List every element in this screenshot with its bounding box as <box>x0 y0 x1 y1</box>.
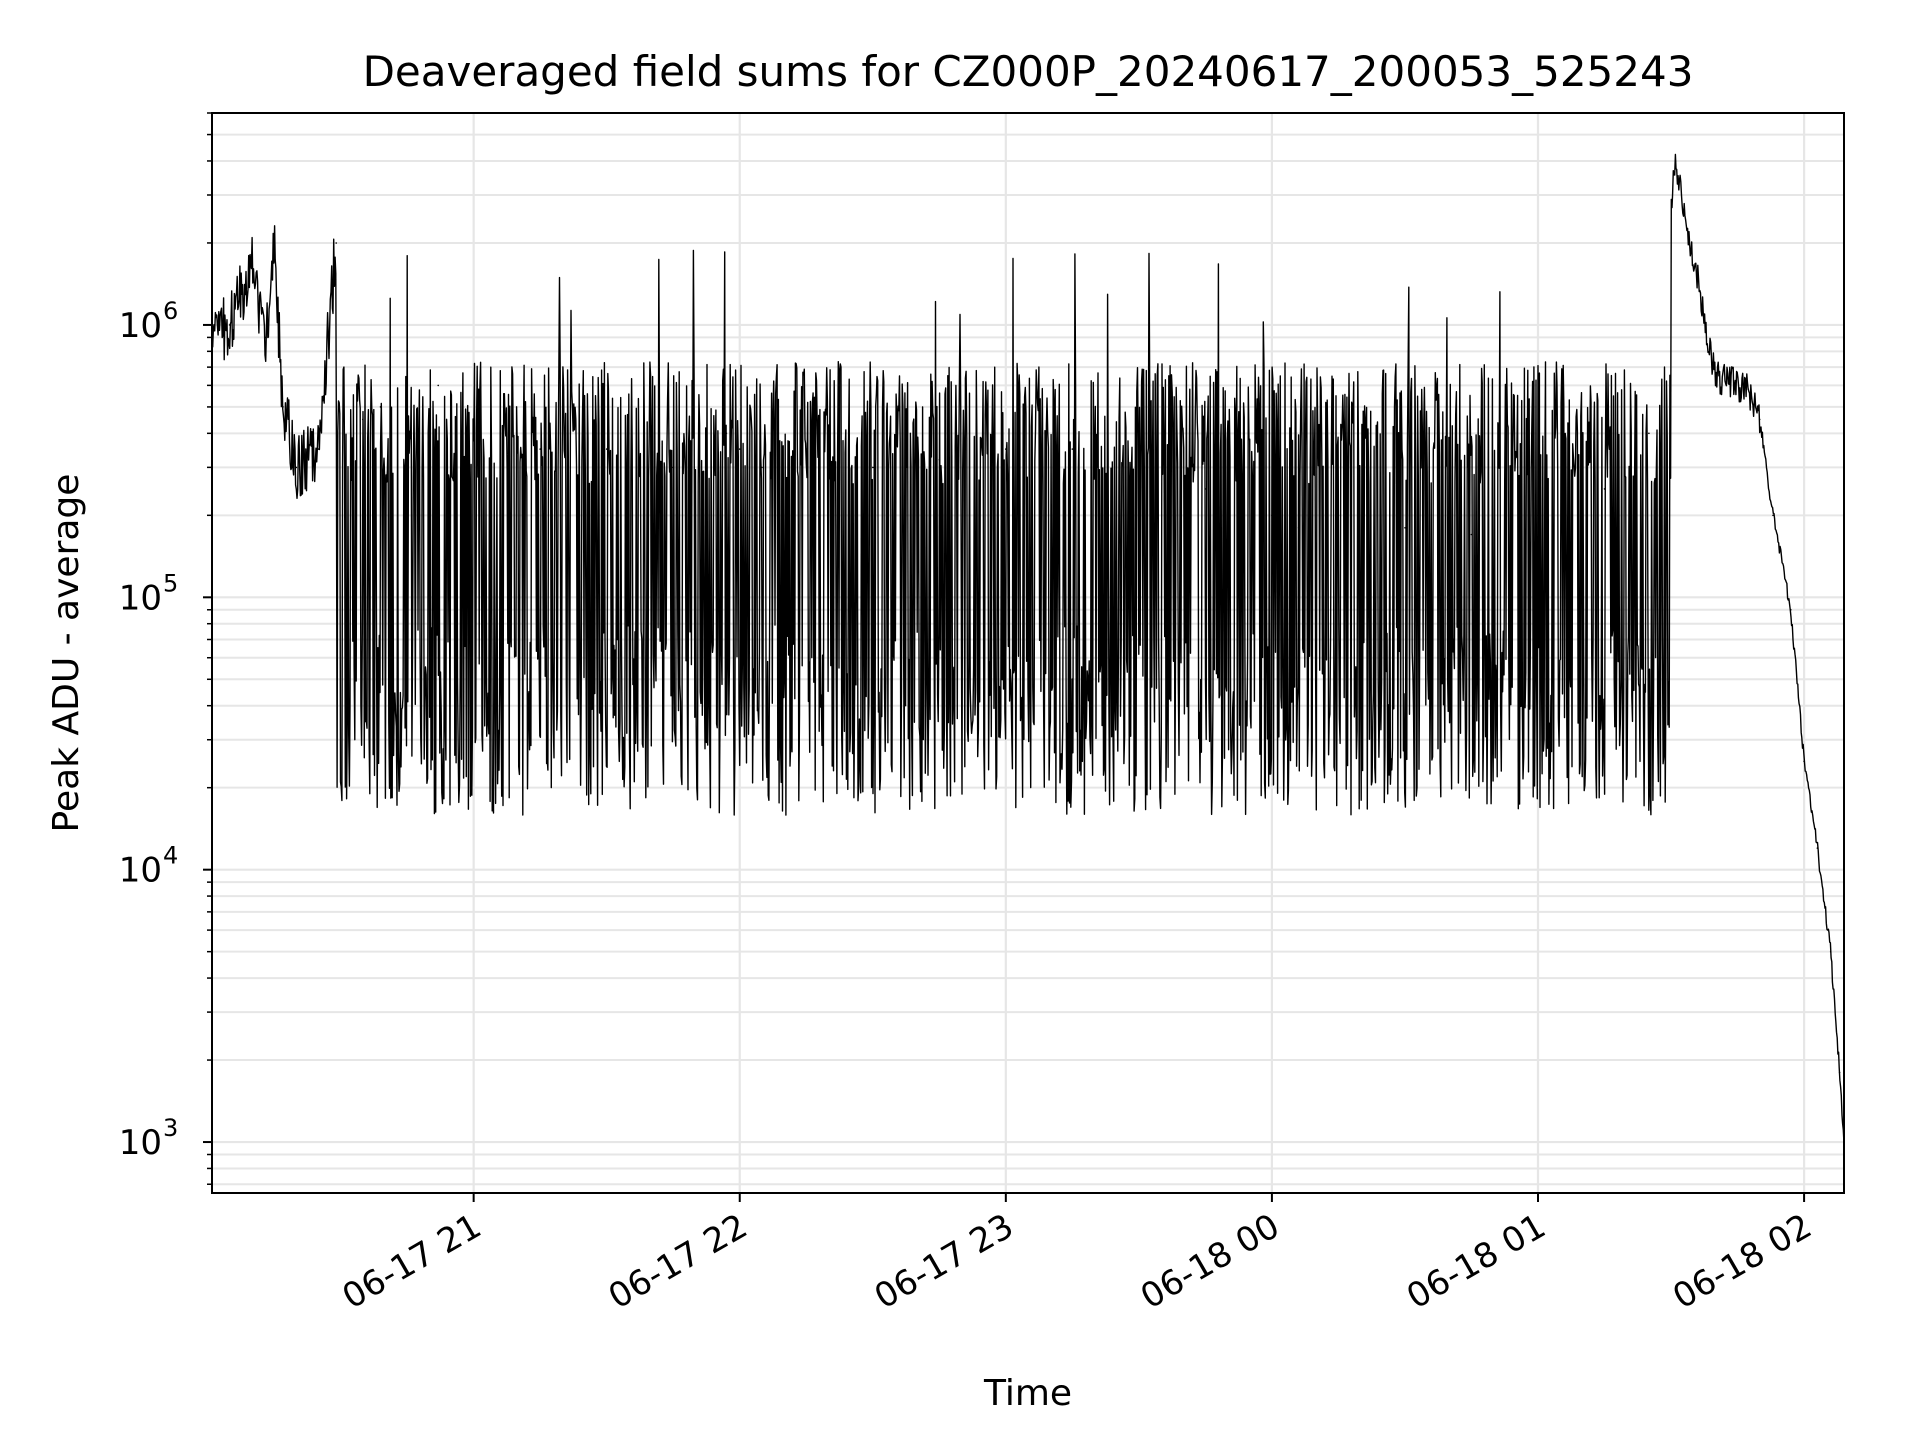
series-point <box>1758 418 1761 421</box>
series-point <box>406 406 408 408</box>
series-point <box>1005 448 1007 450</box>
series-point <box>228 324 231 326</box>
series-point <box>1603 488 1606 490</box>
y-tick-label: 10 <box>119 851 162 891</box>
series-point <box>1537 514 1539 517</box>
series-point <box>437 384 440 387</box>
series-point <box>1829 950 1832 953</box>
series-point <box>264 336 267 339</box>
series-point <box>1714 375 1717 377</box>
series-line <box>211 153 1845 1144</box>
series-point <box>1470 533 1473 536</box>
series-point <box>1297 527 1300 529</box>
series-point <box>335 242 338 244</box>
series-point <box>1803 760 1805 763</box>
series-point <box>1838 1071 1841 1074</box>
y-axis-label: Peak ADU - average <box>46 474 87 833</box>
series-point <box>938 458 941 461</box>
series-point <box>295 466 298 469</box>
series-point <box>725 432 728 435</box>
series-point <box>1138 466 1140 469</box>
series-point <box>805 448 808 450</box>
series-point <box>1772 514 1774 517</box>
series-point <box>1071 448 1074 450</box>
series-point <box>362 418 364 421</box>
series-point <box>738 448 741 450</box>
y-tick-exponent: 6 <box>163 297 178 325</box>
series-point <box>1404 527 1406 529</box>
series-point <box>1271 514 1273 517</box>
series-point <box>761 466 763 469</box>
series-point <box>672 466 674 469</box>
series-point <box>1337 514 1340 517</box>
series-point <box>1648 432 1650 435</box>
series-point <box>1745 388 1748 391</box>
series-point <box>1674 160 1677 162</box>
y-tick-exponent: 4 <box>163 842 178 870</box>
series-point <box>317 448 320 450</box>
series-point <box>379 406 382 408</box>
series-point <box>872 466 874 469</box>
series-point <box>273 242 275 244</box>
series-point <box>472 432 475 435</box>
series-point <box>1204 488 1207 490</box>
y-tick-label: 10 <box>119 1123 162 1163</box>
y-tick-exponent: 3 <box>163 1114 178 1142</box>
y-tick-label: 10 <box>119 306 162 346</box>
plot-frame <box>211 112 1845 1194</box>
y-tick-exponent: 5 <box>163 569 178 597</box>
series-point <box>1816 847 1819 849</box>
y-tick-label: 10 <box>119 578 162 618</box>
series-point <box>251 261 253 264</box>
chart-title: Deaveraged field sums for CZ000P_2024061… <box>363 47 1694 96</box>
series-point <box>539 448 541 450</box>
x-axis-label: Time <box>983 1373 1072 1414</box>
series-point <box>282 406 284 408</box>
series-layer <box>211 153 1845 1144</box>
series-point <box>605 448 608 450</box>
series-point <box>1790 609 1792 611</box>
